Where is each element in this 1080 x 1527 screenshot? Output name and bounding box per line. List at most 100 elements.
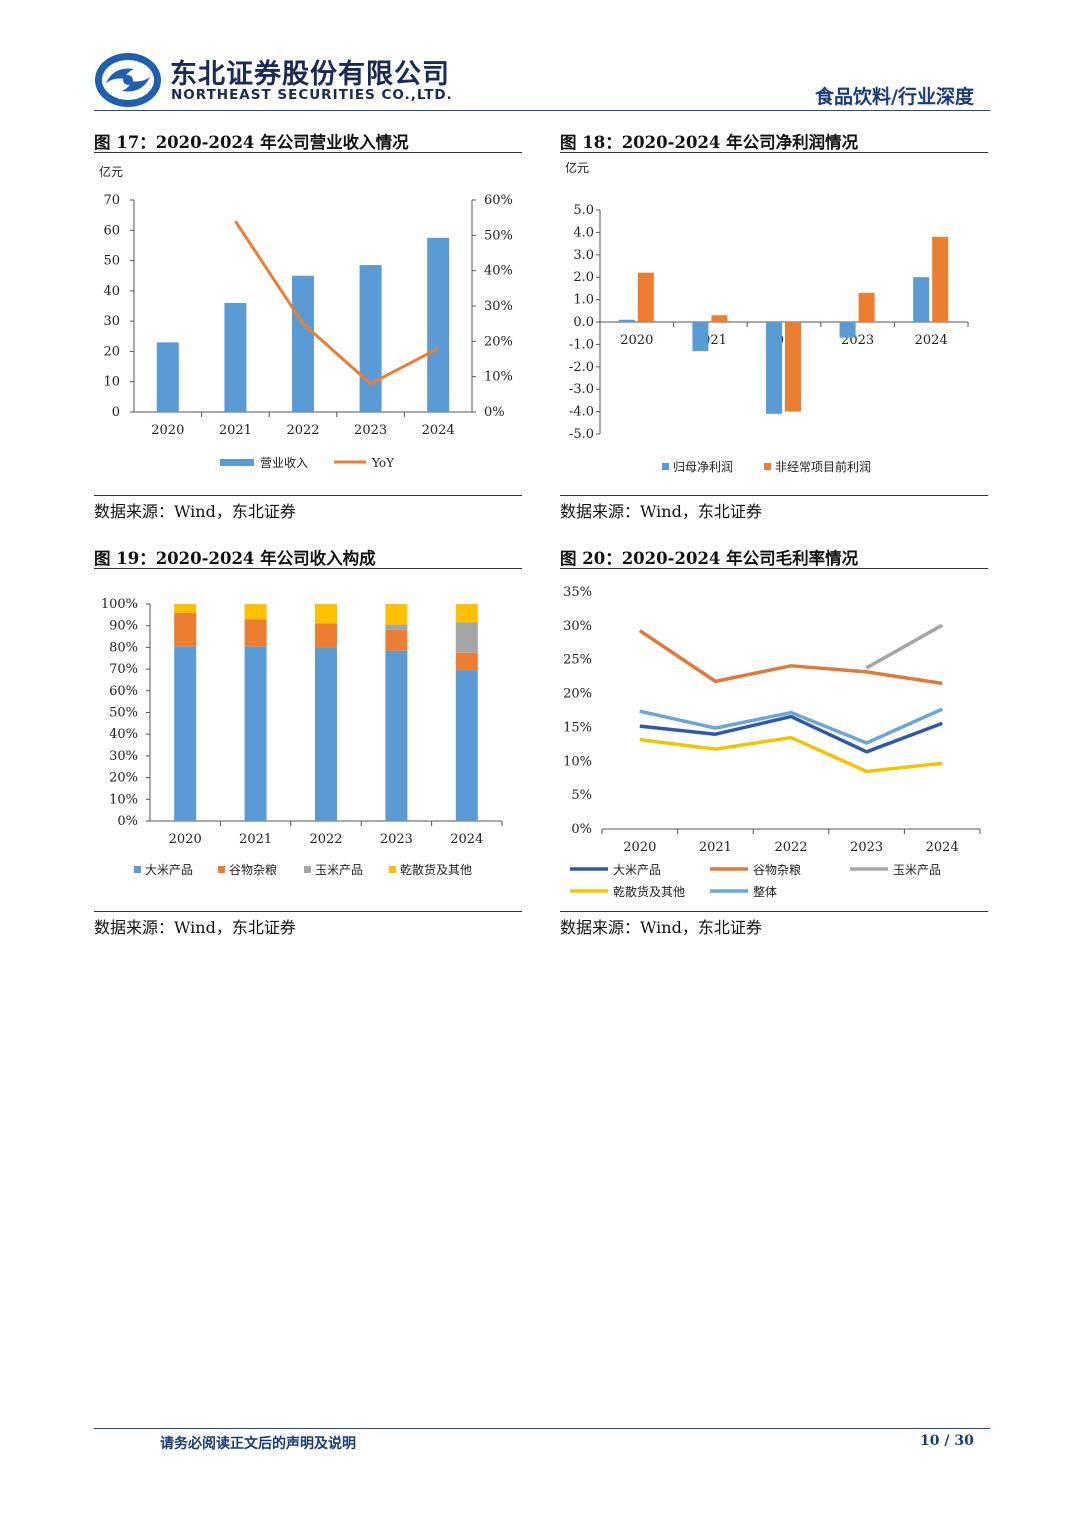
figure-17-chart: 亿元 0 10 20 30 40 50 60 70 0% 10% 20% 30% 40% 50% 60% 202… — [99, 164, 513, 470]
revenue-share-segment — [315, 604, 337, 624]
y-tick-label: -3.0 — [569, 382, 594, 397]
legend-swatch — [134, 866, 141, 873]
figure-20-title: 图 20：2020-2024 年公司毛利率情况 — [560, 549, 859, 568]
x-tick-label: 2022 — [309, 832, 342, 847]
net-profit-bar — [618, 319, 635, 322]
margin-line — [639, 707, 943, 745]
figure-18-chart: 亿元 5.0 4.0 3.0 2.0 1.0 0.0 -1.0 -2.0 -3.0 -4.0 -5.0… — [565, 160, 969, 474]
y-tick-label-right: 10% — [484, 370, 513, 385]
x-tick-label: 2023 — [380, 832, 413, 847]
revenue-share-segment — [455, 652, 478, 671]
header-divider — [94, 110, 990, 111]
y-tick-label: 10% — [563, 754, 592, 769]
y-tick-label: 70% — [109, 662, 138, 677]
figure-19-source: 数据来源：Wind，东北证券 — [94, 918, 296, 937]
revenue-share-segment — [315, 647, 337, 821]
footer-divider — [94, 1428, 990, 1429]
y-tick-label: -5.0 — [569, 427, 594, 442]
legend-swatch-revenue — [220, 459, 254, 466]
y-tick-label: 35% — [563, 585, 592, 600]
y-tick-label: 15% — [563, 720, 592, 735]
y-tick-label: 5% — [571, 788, 592, 803]
y-tick-label: 0% — [117, 814, 138, 829]
pre-nonrecurring-profit-bar — [858, 292, 875, 322]
margin-line — [865, 623, 944, 670]
x-tick-label: 2020 — [620, 333, 653, 348]
net-profit-bar — [839, 322, 856, 338]
y-tick-label-left: 20 — [103, 344, 120, 359]
y-tick-label: 30% — [109, 749, 138, 764]
x-tick-label: 2024 — [926, 840, 959, 855]
net-profit-bar — [692, 322, 709, 352]
x-tick-label: 2024 — [915, 333, 948, 348]
revenue-bar — [292, 275, 314, 412]
legend-label-yoy: YoY — [371, 456, 395, 470]
legend-label: 大米产品 — [613, 863, 661, 877]
x-tick-label: 2021 — [699, 840, 732, 855]
revenue-share-segment — [174, 612, 197, 647]
figure-18-bottom-rule — [560, 495, 988, 496]
brand-name-cn: 东北证券股份有限公司 — [170, 59, 450, 90]
x-tick-label: 2023 — [850, 840, 883, 855]
y-axis-unit: 亿元 — [565, 160, 589, 175]
figure-18-title: 图 18：2020-2024 年公司净利润情况 — [560, 133, 859, 152]
figure-20-source: 数据来源：Wind，东北证券 — [560, 918, 762, 937]
y-tick-label: 20% — [109, 771, 138, 786]
revenue-share-segment — [385, 630, 408, 651]
figure-17-bottom-rule — [94, 495, 522, 496]
revenue-bar — [359, 265, 382, 412]
y-tick-label-left: 60 — [103, 223, 120, 238]
legend-label-net-profit: 归母净利润 — [673, 460, 733, 474]
legend-label: 整体 — [753, 884, 777, 899]
legend-swatch-net-profit — [662, 463, 669, 470]
y-tick-label-left: 0 — [112, 405, 120, 420]
figure-19-chart: 0% 10% 20% 30% 40% 50% 60% 70% 80% 90% 100% 2020 202… — [101, 597, 503, 877]
legend-swatch — [389, 866, 396, 873]
yoy-line — [234, 220, 439, 386]
revenue-share-segment — [244, 646, 267, 821]
pre-nonrecurring-profit-bar — [932, 236, 949, 322]
pre-nonrecurring-profit-bar — [637, 272, 654, 322]
margin-line — [639, 714, 943, 754]
figure-17-top-rule — [94, 152, 522, 153]
revenue-bar — [156, 342, 179, 412]
revenue-share-segment — [244, 604, 267, 620]
figure-20-chart: 0% 5% 10% 15% 20% 25% 30% 35% 2020 2021 2022 2023 20… — [563, 585, 981, 899]
company-logo — [95, 53, 161, 107]
revenue-share-segment — [455, 604, 478, 623]
x-tick-label: 2024 — [422, 423, 455, 438]
y-tick-label: 1.0 — [573, 293, 594, 308]
figure-20-bottom-rule — [560, 911, 988, 912]
x-tick-label: 2020 — [151, 423, 184, 438]
y-tick-label: 25% — [563, 653, 592, 668]
y-tick-label-right: 0% — [484, 405, 505, 420]
figure-19-bottom-rule — [94, 911, 522, 912]
y-tick-label: -1.0 — [569, 337, 594, 352]
y-tick-label: 5.0 — [573, 203, 594, 218]
footer-disclaimer: 请务必阅读正文后的声明及说明 — [160, 1436, 356, 1452]
y-tick-label-left: 70 — [103, 193, 120, 208]
y-tick-label: 40% — [109, 727, 138, 742]
y-tick-label-left: 40 — [103, 284, 120, 299]
x-tick-label: 2021 — [239, 832, 272, 847]
revenue-share-segment — [385, 650, 408, 821]
revenue-share-segment — [455, 622, 478, 653]
brand-name-en: NORTHEAST SECURITIES CO.,LTD. — [171, 87, 453, 103]
net-profit-bar — [913, 277, 930, 322]
figure-18-top-rule — [560, 152, 988, 153]
revenue-bar — [224, 302, 247, 412]
y-tick-label-right: 60% — [484, 193, 513, 208]
legend-label-revenue: 营业收入 — [260, 456, 308, 470]
net-profit-bar — [766, 322, 782, 414]
legend-swatch — [304, 866, 311, 873]
pre-nonrecurring-profit-bar — [711, 315, 728, 322]
legend-label: 玉米产品 — [315, 863, 363, 877]
y-tick-label: 80% — [109, 640, 138, 655]
y-tick-label: 0% — [571, 822, 592, 837]
page-number: 10 / 30 — [920, 1433, 974, 1449]
x-tick-label: 2022 — [774, 840, 807, 855]
y-tick-label: 0.0 — [573, 315, 594, 330]
x-tick-label: 2020 — [623, 840, 656, 855]
figure-19-title: 图 19：2020-2024 年公司收入构成 — [94, 549, 376, 568]
y-tick-label: 50% — [109, 706, 138, 721]
